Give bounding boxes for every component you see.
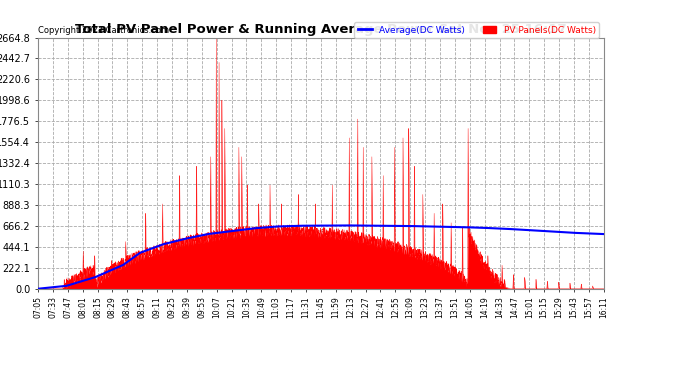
- Legend: Average(DC Watts), PV Panels(DC Watts): Average(DC Watts), PV Panels(DC Watts): [355, 22, 599, 38]
- Title: Total PV Panel Power & Running Average Power Sat Nov 25 16:17: Total PV Panel Power & Running Average P…: [75, 23, 566, 36]
- Text: Copyright 2023 Cartronics.com: Copyright 2023 Cartronics.com: [38, 26, 169, 35]
